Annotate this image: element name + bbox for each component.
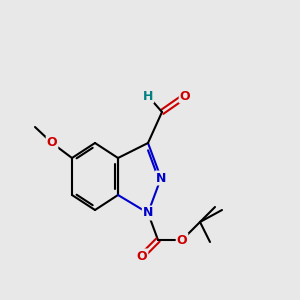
Text: O: O (47, 136, 57, 149)
Text: N: N (156, 172, 166, 184)
Text: O: O (177, 233, 187, 247)
Text: H: H (143, 89, 153, 103)
Text: N: N (143, 206, 153, 220)
Text: O: O (180, 89, 190, 103)
Text: O: O (137, 250, 147, 262)
